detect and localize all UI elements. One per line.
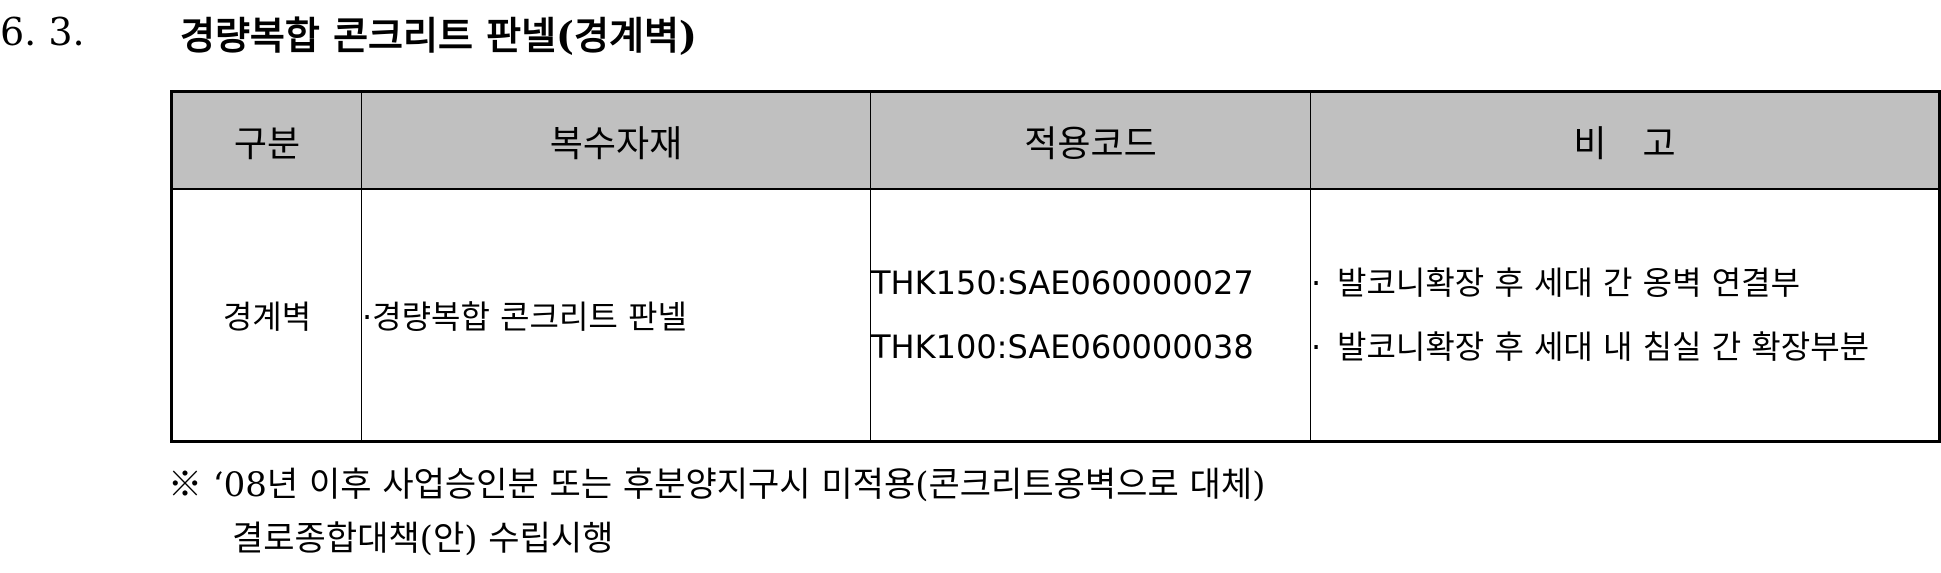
remark-text: 발코니확장 후 세대 내 침실 간 확장부분 [1337,328,1870,366]
table-row: 경계벽 ·경량복합 콘크리트 판넬 THK150:SAE060000027 TH… [171,188,1940,442]
code-line: THK100:SAE060000038 [871,328,1254,366]
cell-remarks: · 발코니확장 후 세대 간 옹벽 연결부 · 발코니확장 후 세대 내 침실 … [1310,188,1940,442]
header-category: 구분 [171,91,362,190]
remark-item: · 발코니확장 후 세대 내 침실 간 확장부분 [1311,318,1938,376]
cell-codes: THK150:SAE060000027 THK100:SAE060000038 [870,188,1311,442]
section-heading: 경량복합 콘크리트 판넬(경계벽) [180,12,697,58]
footnote-line-1: ※ ‘08년 이후 사업승인분 또는 후분양지구시 미적용(콘크리트옹벽으로 대… [168,465,1266,505]
remark-item: · 발코니확장 후 세대 간 옹벽 연결부 [1311,254,1938,312]
bullet-dot: · [1311,264,1322,302]
cell-category: 경계벽 [171,188,362,442]
section-number: 6. 3. [0,10,85,54]
footnote: ※ ‘08년 이후 사업승인분 또는 후분양지구시 미적용(콘크리트옹벽으로 대… [168,458,1928,566]
header-remarks: 비 고 [1310,91,1940,190]
footnote-line-2: 결로종합대책(안) 수립시행 [232,519,614,559]
remark-text: 발코니확장 후 세대 간 옹벽 연결부 [1337,264,1801,302]
header-code: 적용코드 [870,91,1311,190]
cell-material: ·경량복합 콘크리트 판넬 [361,188,871,442]
table-header-row: 구분 복수자재 적용코드 비 고 [171,91,1940,190]
material-table: 구분 복수자재 적용코드 비 고 경계벽 ·경량복합 콘크리트 판넬 THK15… [170,90,1941,443]
bullet-dot: · [1311,328,1322,366]
code-line: THK150:SAE060000027 [871,264,1254,302]
header-material: 복수자재 [361,91,871,190]
section-title: 6. 3. 경량복합 콘크리트 판넬(경계벽) [0,4,697,60]
